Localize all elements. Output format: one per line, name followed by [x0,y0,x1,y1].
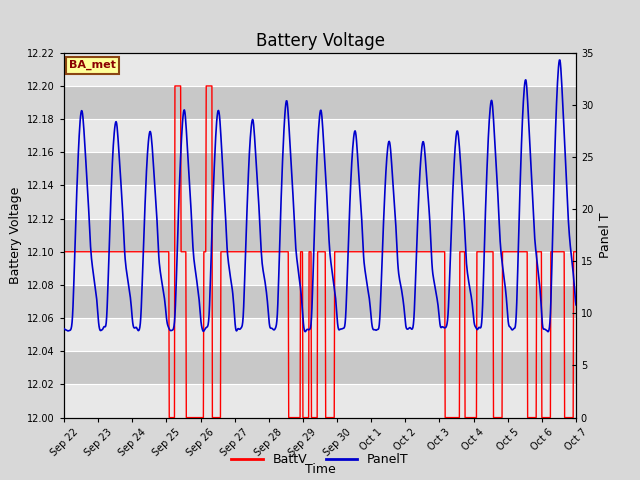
Bar [64,152,576,185]
Bar [64,53,576,86]
Bar [64,218,576,252]
Bar [64,318,576,351]
Bar [64,185,576,218]
Text: BA_met: BA_met [69,60,116,71]
Bar [64,351,576,384]
Bar [64,119,576,152]
Title: Battery Voltage: Battery Voltage [255,32,385,50]
Bar [64,252,576,285]
Bar [64,86,576,119]
Y-axis label: Panel T: Panel T [599,212,612,258]
Y-axis label: Battery Voltage: Battery Voltage [8,187,22,284]
Legend: BattV, PanelT: BattV, PanelT [227,448,413,471]
X-axis label: Time: Time [305,463,335,476]
Bar [64,384,576,418]
Bar [64,285,576,318]
